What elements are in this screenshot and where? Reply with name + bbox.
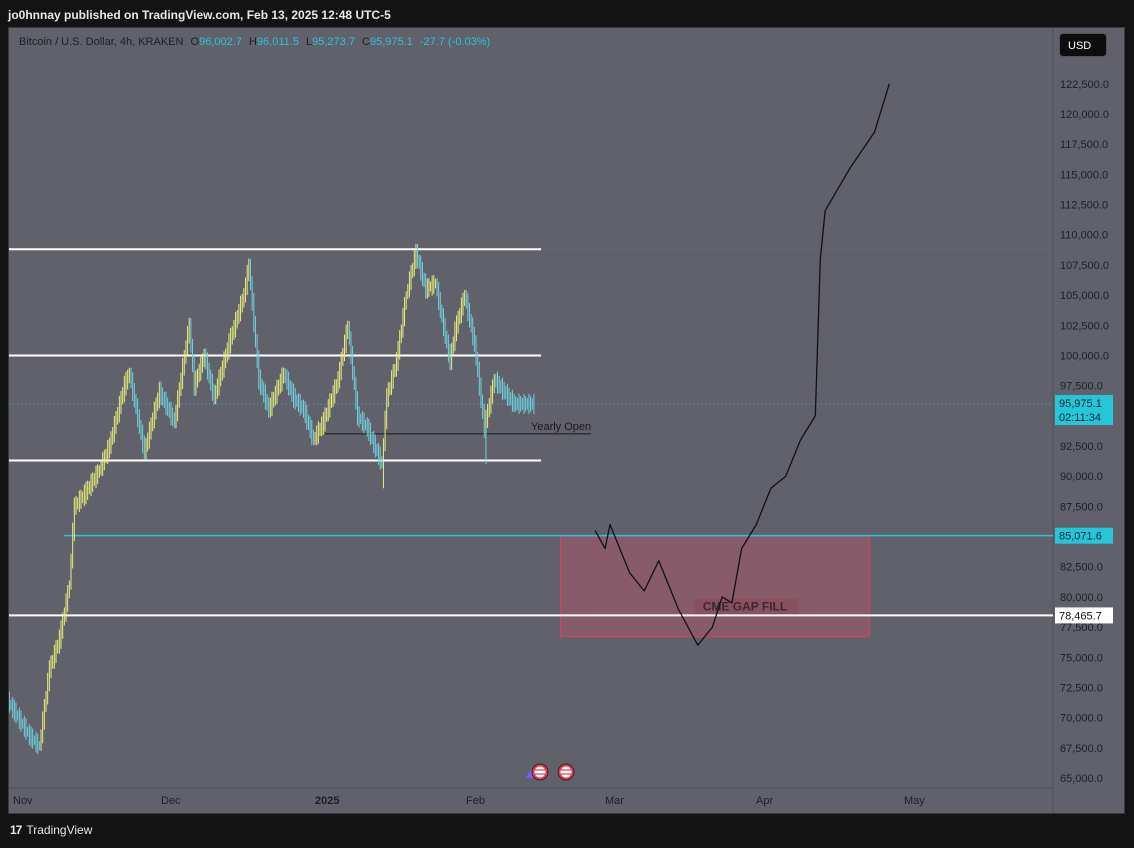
- white-price-tag: 78,465.7: [1059, 610, 1102, 622]
- x-tick-label: Apr: [756, 795, 773, 807]
- tradingview-wordmark: TradingView: [26, 823, 93, 837]
- x-tick-label: Dec: [161, 795, 181, 807]
- x-tick-label: May: [904, 795, 925, 807]
- chart-panel[interactable]: CME GAP FILL Yearly Open 65,000.0 67,500.0 7…: [8, 27, 1125, 814]
- y-tick-label: 115,000.0: [1060, 169, 1108, 181]
- candle-series: [9, 243, 535, 754]
- low-key: L: [306, 36, 313, 48]
- y-tick-label: 70,000.0: [1060, 713, 1103, 725]
- y-tick-label: 67,500.0: [1060, 743, 1103, 755]
- x-axis: Nov Dec 2025 Feb Mar Apr May: [13, 795, 925, 807]
- y-tick-label: 120,000.0: [1060, 109, 1109, 121]
- publish-header: jo0hnnay published on TradingView.com, F…: [0, 0, 1134, 28]
- y-tick-label: 97,500.0: [1060, 381, 1103, 393]
- tradingview-logo[interactable]: 17 TradingView: [10, 823, 92, 837]
- y-tick-label: 92,500.0: [1060, 441, 1103, 453]
- y-axis: 65,000.0 67,500.0 70,000.0 72,500.0 75,000.0…: [1060, 79, 1109, 785]
- cyan-price-tag: 85,071.6: [1059, 531, 1102, 543]
- publish-info: jo0hnnay published on TradingView.com, F…: [8, 8, 391, 22]
- cme-gap-box: [559, 535, 871, 638]
- y-tick-label: 107,500.0: [1060, 260, 1109, 272]
- y-tick-label: 72,500.0: [1060, 682, 1103, 694]
- y-tick-label: 105,000.0: [1060, 290, 1109, 302]
- white-price-tag-bg: [1055, 607, 1113, 624]
- cyan-price-tag-bg: [1055, 527, 1113, 544]
- x-tick-label: Mar: [605, 795, 624, 807]
- y-tick-label: 77,500.0: [1060, 622, 1103, 634]
- y-tick-label: 65,000.0: [1060, 773, 1103, 785]
- y-tick-label: 80,000.0: [1060, 592, 1103, 604]
- us-flag-icon-2: [557, 763, 575, 781]
- high-value: 96,011.5: [256, 36, 299, 48]
- us-flag-icon: [531, 763, 549, 781]
- y-tick-label: 122,500.0: [1060, 79, 1109, 91]
- open-value: 96,002.7: [199, 36, 242, 48]
- change-value: -27.7 (-0.03%): [419, 36, 491, 48]
- y-tick-label: 90,000.0: [1060, 471, 1103, 483]
- y-tick-label: 110,000.0: [1060, 230, 1108, 242]
- y-tick-label: 112,500.0: [1060, 200, 1108, 212]
- ohlc-legend: Bitcoin / U.S. Dollar, 4h, KRAKEN O96,00…: [19, 36, 490, 48]
- y-tick-label: 100,000.0: [1060, 350, 1109, 362]
- close-value: 95,975.1: [369, 36, 413, 48]
- last-price-tag: 95,975.1: [1059, 398, 1102, 410]
- close-key: C: [362, 36, 370, 48]
- symbol-label: Bitcoin / U.S. Dollar, 4h, KRAKEN: [19, 36, 184, 48]
- y-tick-label: 102,500.0: [1060, 320, 1109, 332]
- yearly-open-label: Yearly Open: [531, 421, 591, 433]
- currency-button[interactable]: USD: [1059, 33, 1107, 57]
- y-tick-label: 82,500.0: [1060, 562, 1103, 574]
- cme-gap-label: CME GAP FILL: [703, 600, 787, 614]
- tradingview-mark-icon: 17: [10, 823, 22, 837]
- y-tick-label: 87,500.0: [1060, 501, 1103, 513]
- x-tick-label: 2025: [315, 795, 339, 807]
- price-chart[interactable]: CME GAP FILL Yearly Open 65,000.0 67,500.0 7…: [9, 28, 1125, 814]
- x-tick-label: Nov: [13, 795, 33, 807]
- y-tick-label: 117,500.0: [1060, 139, 1108, 151]
- y-tick-label: 75,000.0: [1060, 652, 1103, 664]
- high-key: H: [248, 36, 257, 48]
- open-key: O: [190, 36, 200, 48]
- us-flag-icon-face: [534, 766, 546, 778]
- x-tick-label: Feb: [466, 795, 485, 807]
- last-price-tag-bg: [1055, 395, 1113, 426]
- projection-path: [594, 83, 890, 646]
- footer: 17 TradingView: [0, 814, 1134, 848]
- countdown-tag: 02:11:34: [1059, 412, 1101, 424]
- us-flag-icon-2-face: [560, 766, 572, 778]
- low-value: 95,273.7: [312, 36, 355, 48]
